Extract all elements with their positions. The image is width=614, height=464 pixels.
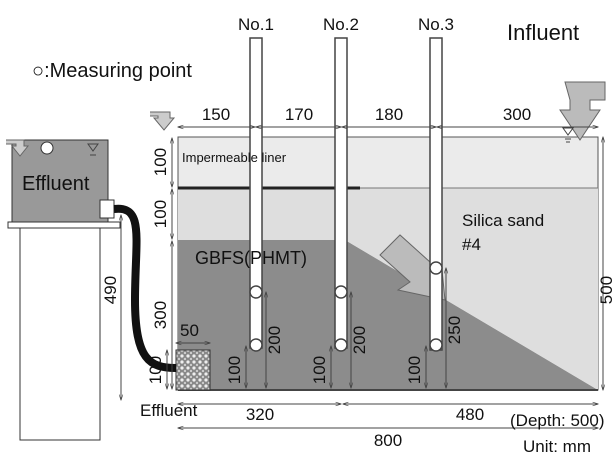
- tube: [249, 37, 263, 349]
- sand-label: #4: [462, 235, 481, 254]
- small-arrow: [6, 139, 30, 157]
- effluent-label: Effluent: [140, 401, 198, 420]
- effluent-label: Effluent: [22, 173, 90, 195]
- dimension-label: 50: [180, 321, 199, 340]
- sand-layer: [178, 188, 598, 240]
- dimension-label: 150: [202, 105, 230, 124]
- tube: [334, 37, 348, 349]
- gbfs-label: GBFS(PHMT): [195, 248, 307, 268]
- hose: [113, 204, 177, 372]
- sand-label: Silica sand: [462, 211, 544, 230]
- dimension-label: 100: [146, 356, 165, 384]
- measuring-point: [249, 338, 263, 352]
- small-arrow: [150, 111, 176, 131]
- depth-label: (Depth: 500): [510, 411, 605, 430]
- dimension-label: 800: [374, 431, 402, 450]
- liner-label: Impermeable liner: [182, 150, 287, 165]
- measuring-point: [249, 285, 263, 299]
- dimension-label: 100: [405, 356, 424, 384]
- dimension-label: 490: [101, 276, 120, 304]
- water-level: [87, 143, 99, 156]
- dimension-label: 100: [310, 356, 329, 384]
- dimension-label: 100: [151, 200, 170, 228]
- tube-label: No.2: [323, 15, 359, 34]
- dimension-label: 480: [456, 405, 484, 424]
- dimension-label: 250: [445, 316, 464, 344]
- dimension-label: 200: [265, 326, 284, 354]
- stand: [19, 227, 101, 441]
- gbfs-layer: [178, 240, 598, 390]
- dimension-label: 300: [503, 105, 531, 124]
- outlet-box: [175, 349, 211, 391]
- measuring-point: [429, 261, 443, 275]
- dimension-label: 180: [375, 105, 403, 124]
- dimension-label: 100: [225, 356, 244, 384]
- dimension-label: 320: [246, 405, 274, 424]
- measuring-point: [334, 285, 348, 299]
- unit-label: Unit: mm: [523, 437, 591, 456]
- port: [99, 199, 115, 219]
- measuring-point: [334, 338, 348, 352]
- dimension-label: 170: [285, 105, 313, 124]
- dimension-label: 100: [151, 148, 170, 176]
- influent-label: Influent: [507, 20, 579, 45]
- dimension-label: 200: [350, 326, 369, 354]
- dimension-label: 300: [151, 301, 170, 329]
- tube-label: No.3: [418, 15, 454, 34]
- dimension-label: 500: [597, 276, 614, 304]
- measuring-point: [429, 338, 443, 352]
- plate: [7, 221, 121, 229]
- effluent-tank: [11, 139, 109, 223]
- influent-arrow: [559, 81, 606, 141]
- legend: ○:Measuring point: [32, 60, 192, 82]
- tube-label: No.1: [238, 15, 274, 34]
- dimension-lines: [121, 127, 603, 428]
- tube: [429, 37, 443, 351]
- measuring-point: [40, 141, 54, 155]
